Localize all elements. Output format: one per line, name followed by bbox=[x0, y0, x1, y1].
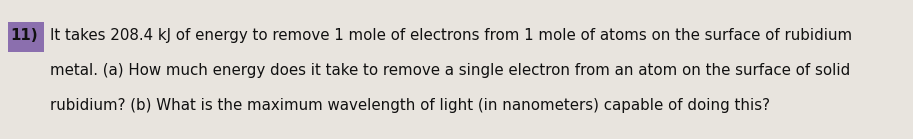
Text: metal. (a) How much energy does it take to remove a single electron from an atom: metal. (a) How much energy does it take … bbox=[50, 63, 850, 78]
Text: rubidium? (b) What is the maximum wavelength of light (in nanometers) capable of: rubidium? (b) What is the maximum wavele… bbox=[50, 98, 770, 113]
FancyBboxPatch shape bbox=[8, 22, 44, 52]
Text: 11): 11) bbox=[10, 28, 37, 43]
Text: It takes 208.4 kJ of energy to remove 1 mole of electrons from 1 mole of atoms o: It takes 208.4 kJ of energy to remove 1 … bbox=[50, 28, 852, 43]
